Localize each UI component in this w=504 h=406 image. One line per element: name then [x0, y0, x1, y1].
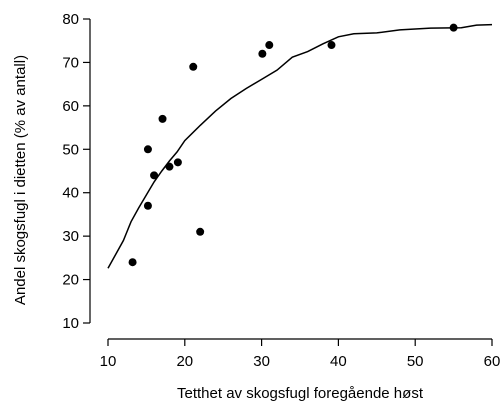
y-axis-title: Andel skogsfugl i dietten (% av antall): [12, 55, 29, 305]
fitted-curve: [107, 23, 493, 269]
data-point: [173, 158, 182, 167]
x-tick-label: 20: [176, 353, 193, 370]
data-point: [158, 114, 167, 123]
y-tick-label: 40: [62, 185, 79, 202]
data-point: [258, 49, 267, 58]
y-tick-label: 30: [62, 228, 79, 245]
y-tick-label: 20: [62, 272, 79, 289]
y-tick-label: 60: [62, 98, 79, 115]
x-tick-label: 10: [100, 353, 117, 370]
x-axis-title: Tetthet av skogsfugl foregående høst: [177, 385, 424, 402]
data-point: [143, 145, 152, 154]
data-point: [150, 171, 159, 180]
x-tick-label: 60: [484, 353, 501, 370]
data-point: [128, 258, 137, 267]
plot-area: 10 20 30 40 50 60 10 20 30 40 50 60 70 80: [62, 11, 500, 370]
data-point: [196, 227, 205, 236]
data-point: [189, 62, 198, 71]
x-tick-label: 50: [407, 353, 424, 370]
data-point: [143, 201, 152, 210]
y-tick-label: 50: [62, 141, 79, 158]
y-tick-label: 10: [62, 315, 79, 332]
x-tick-label: 40: [330, 353, 347, 370]
y-tick-label: 80: [62, 11, 79, 28]
data-point: [265, 41, 274, 50]
y-tick-label: 70: [62, 54, 79, 71]
x-tick-label: 30: [253, 353, 270, 370]
data-point: [327, 41, 336, 50]
